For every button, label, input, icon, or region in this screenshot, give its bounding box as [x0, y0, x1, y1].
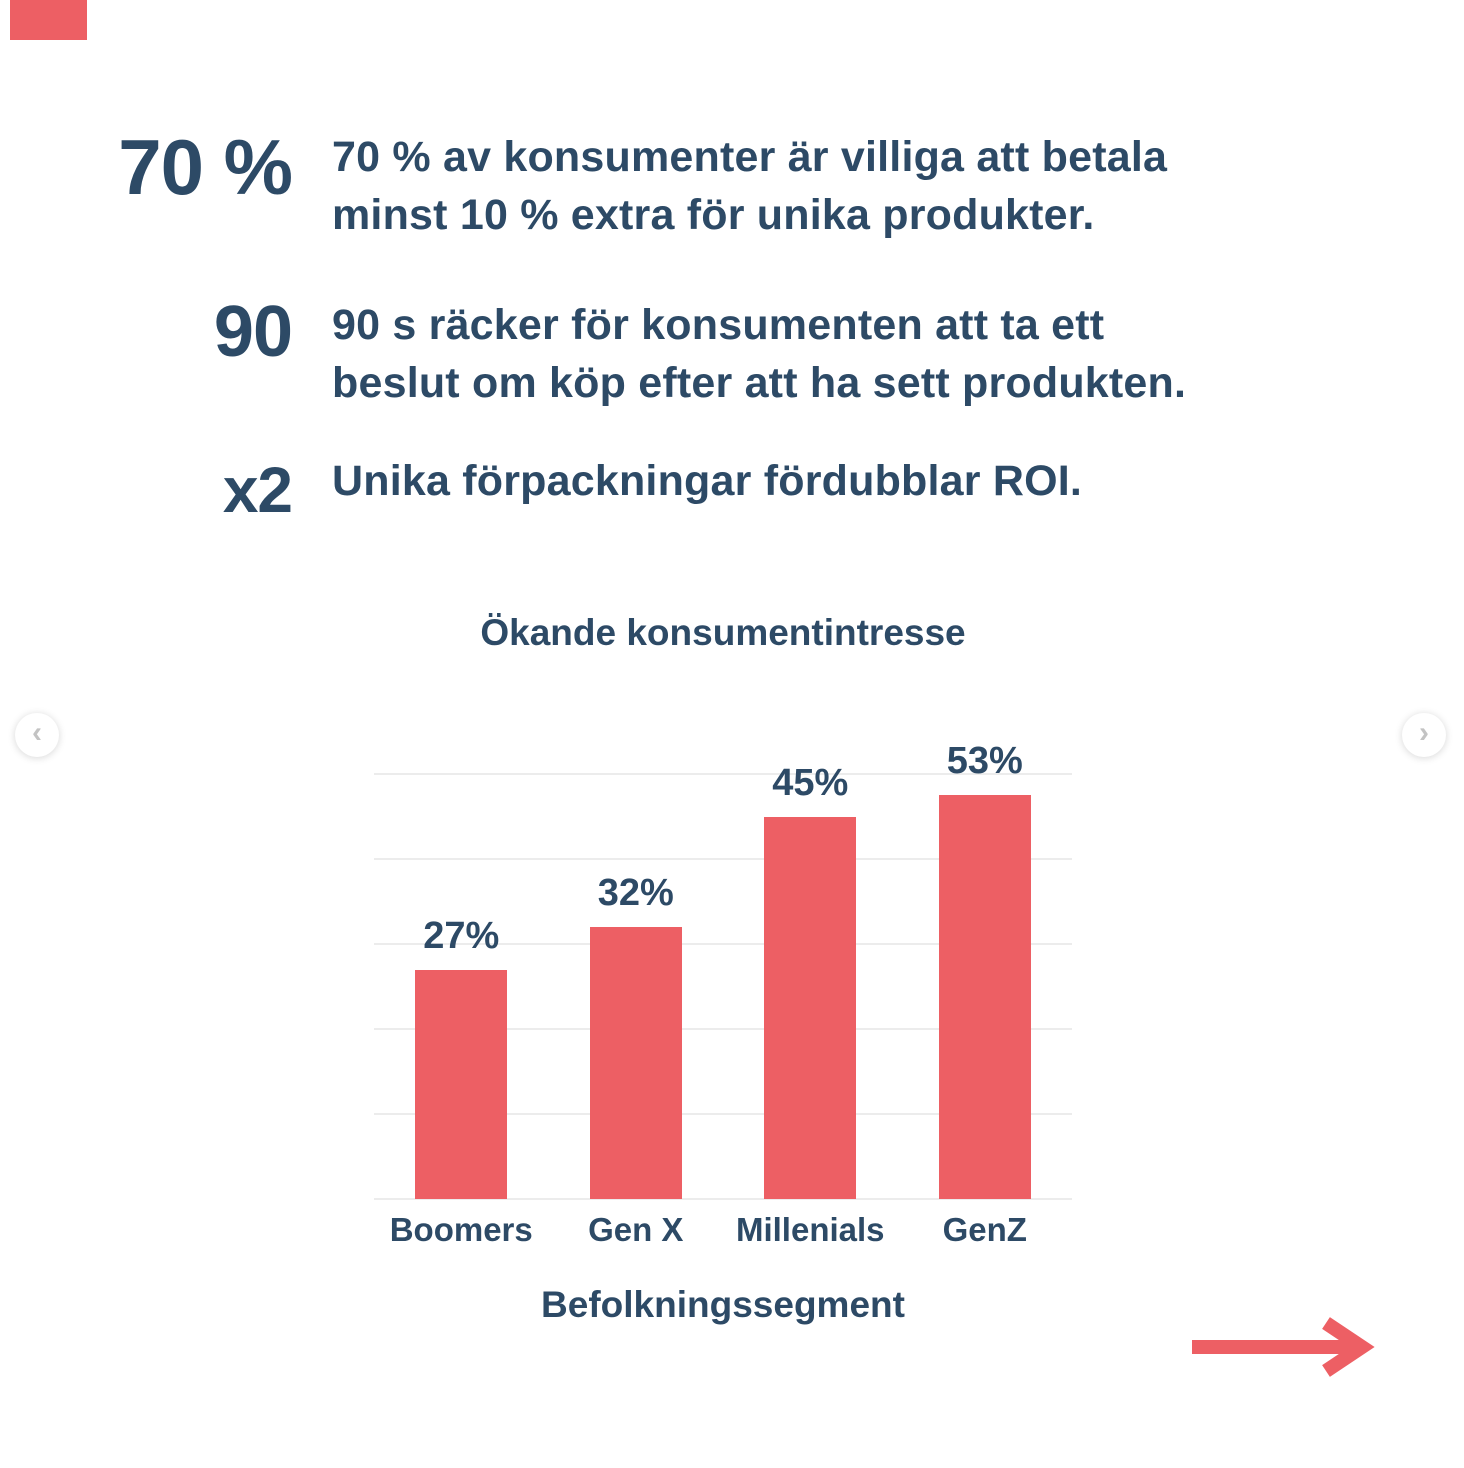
gridline-50	[374, 773, 1072, 775]
category-label: Boomers	[389, 1211, 533, 1248]
stat-row-x2-roi: x2 Unika förpackningar fördubblar ROI.	[0, 452, 1082, 523]
chevron-left-icon: ‹	[32, 716, 42, 749]
category-label: GenZ	[942, 1211, 1027, 1248]
chart-bars: 27% Boomers 32% Gen X 45% Millenials 53% GenZ	[374, 740, 1073, 1249]
bar-value-label: 45%	[772, 761, 849, 804]
bar-slot-gen-x: 32% Gen X	[549, 740, 724, 1248]
chart-title: Ökande konsumentintresse	[480, 612, 966, 653]
gridline-0	[374, 1198, 1072, 1200]
bar-genz	[938, 795, 1031, 1199]
stat-number: 90	[213, 292, 293, 372]
stat-text: 70 % av konsumenter är villiga att betal…	[332, 133, 1168, 240]
bar-millenials	[764, 816, 857, 1199]
stat-row-90-seconds: 90 90 s räcker för konsumenten att ta et…	[0, 292, 1187, 413]
forward-arrow-icon	[1190, 1316, 1400, 1378]
carousel-prev-button[interactable]: ‹	[15, 713, 59, 757]
stat-number: 70 %	[118, 123, 293, 211]
category-label: Gen X	[588, 1211, 684, 1248]
carousel-next-button[interactable]: ›	[1402, 713, 1446, 757]
stat-number: x2	[222, 454, 293, 526]
chevron-right-icon: ›	[1419, 716, 1429, 749]
bar-value-label: 53%	[946, 740, 1023, 782]
corner-accent-shape	[10, 0, 87, 40]
gridline-30	[374, 943, 1072, 945]
bar-gen-x	[589, 927, 682, 1199]
gridline-40	[374, 858, 1072, 860]
bar-slot-boomers: 27% Boomers	[374, 740, 549, 1249]
stat-row-70-percent: 70 % 70 % av konsumenter är villiga att …	[0, 123, 1168, 245]
gridline-20	[374, 1028, 1072, 1030]
x-axis-title: Befolkningssegment	[541, 1284, 905, 1325]
gridline-10	[374, 1113, 1072, 1115]
bar-slot-millenials: 45% Millenials	[723, 740, 898, 1249]
category-label: Millenials	[735, 1211, 885, 1248]
stat-text: 90 s räcker för konsumenten att ta ett b…	[332, 301, 1187, 408]
bar-value-label: 27%	[423, 914, 500, 957]
bar-slot-genz: 53% GenZ	[898, 740, 1073, 1248]
bar-value-label: 32%	[597, 872, 674, 914]
bar-boomers	[415, 969, 508, 1199]
chart-plot: 27% Boomers 32% Gen X 45% Millenials 53% GenZ	[374, 740, 1073, 1249]
stat-text: Unika förpackningar fördubblar ROI.	[332, 457, 1083, 505]
